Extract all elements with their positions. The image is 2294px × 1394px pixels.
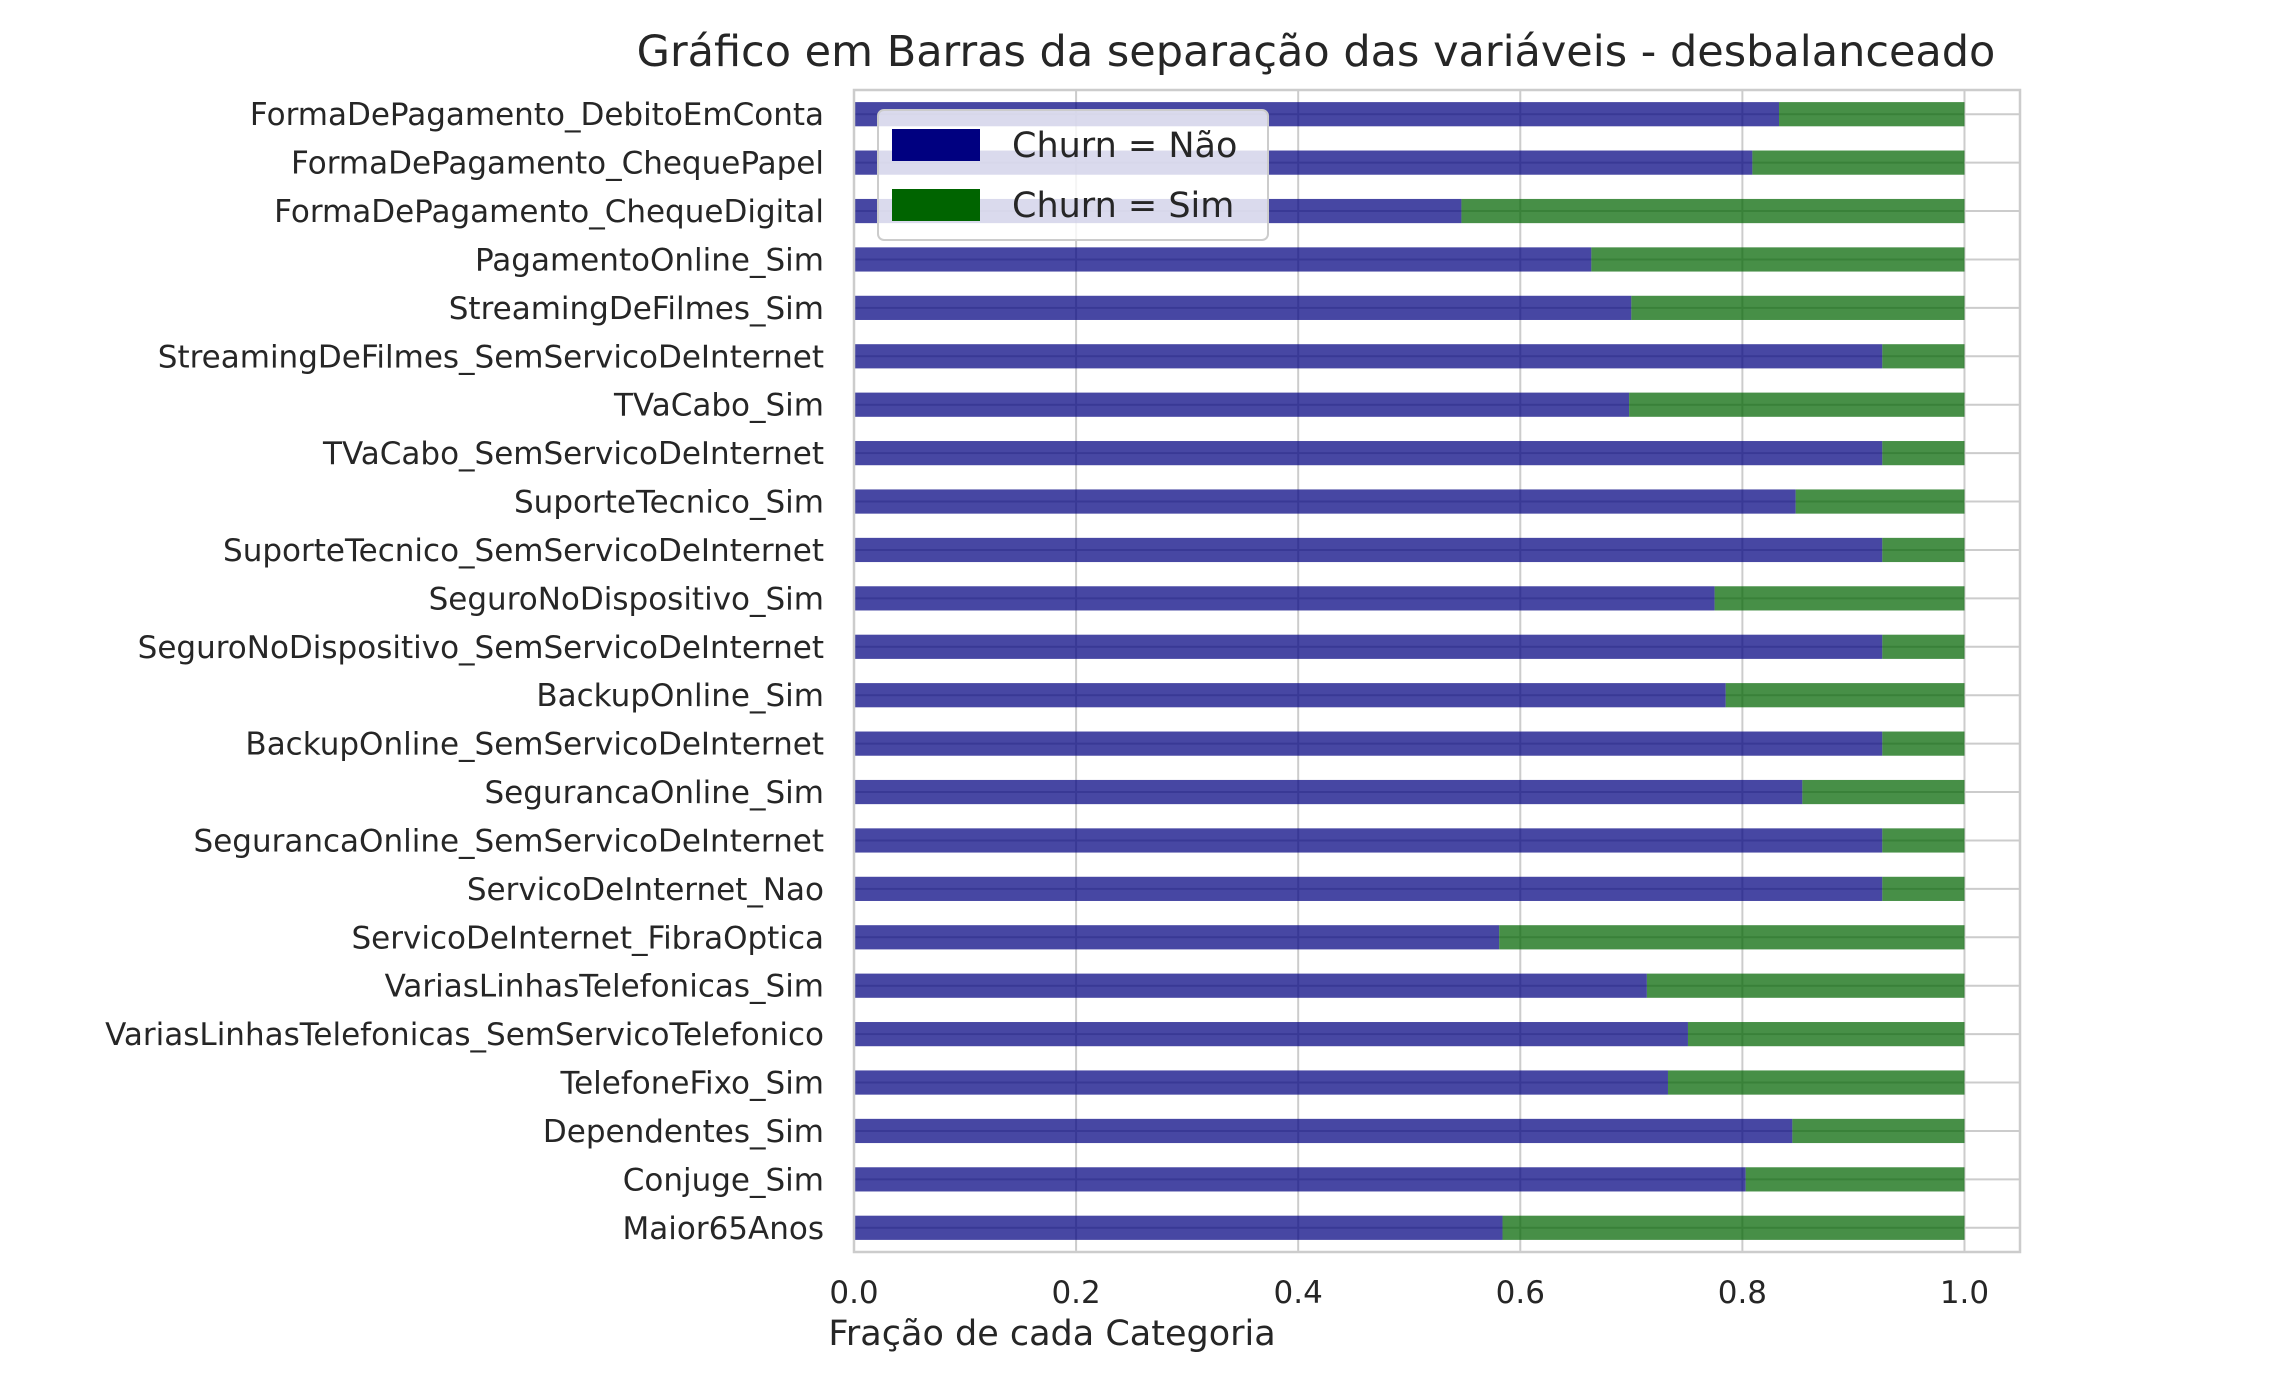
bar-churn-sim [1502,1215,1965,1240]
category-label: SuporteTecnico_SemServicoDeInternet [223,533,824,569]
bar-churn-nao [854,489,1796,514]
category-label: FormaDePagamento_ChequeDigital [274,194,824,230]
chart-title: Gráfico em Barras da separação das variá… [637,27,1996,77]
bar-churn-sim [1882,828,1965,853]
category-label: TelefoneFixo_Sim [559,1066,824,1102]
bar-churn-sim [1461,198,1965,224]
bar-churn-nao [854,876,1883,901]
bar-churn-sim [1802,779,1965,805]
x-axis-title: Fração de cada Categoria [828,1314,1275,1354]
bar-churn-nao [854,247,1592,272]
category-label: SuporteTecnico_Sim [514,485,824,521]
bar-churn-sim [1752,150,1965,175]
bar-churn-sim [1499,925,1965,950]
plot-frame [852,88,2022,1254]
bar-churn-nao [854,586,1715,611]
category-label: StreamingDeFilmes_SemServicoDeInternet [158,339,824,375]
bar-churn-sim [1745,1167,1965,1192]
legend: Churn = Não Churn = Sim [877,109,1269,241]
category-label: ServicoDeInternet_FibraOptica [352,920,825,956]
category-label: StreamingDeFilmes_Sim [449,291,824,327]
bar-churn-nao [854,1022,1688,1047]
bar-churn-sim [1779,102,1965,127]
category-label: PagamentoOnline_Sim [475,242,824,278]
bar-churn-sim [1725,683,1965,708]
category-label: FormaDePagamento_ChequePapel [291,146,824,182]
bar-churn-nao [854,344,1883,369]
bar-churn-sim [1714,586,1965,611]
bar-churn-nao [854,683,1726,708]
legend-swatch [892,189,980,221]
category-label: Dependentes_Sim [543,1114,824,1150]
x-tick-label: 1.0 [1940,1275,1989,1311]
bar-churn-sim [1882,344,1965,369]
category-label: SegurancaOnline_SemServicoDeInternet [194,823,824,859]
bar-churn-nao [854,295,1632,320]
category-label: TVaCabo_Sim [613,388,824,424]
bar-churn-nao [854,441,1883,466]
legend-swatch [892,129,980,161]
x-tick-label: 0.4 [1274,1275,1323,1311]
bars-group [854,102,1965,1240]
category-label: SeguroNoDispositivo_SemServicoDeInternet [138,630,824,666]
category-label: VariasLinhasTelefonicas_Sim [385,969,824,1005]
bar-churn-nao [854,1215,1503,1240]
bar-churn-sim [1646,973,1965,998]
x-tick-labels: 0.0 0.2 0.4 0.6 0.8 1.0 [829,1275,1989,1311]
category-labels: FormaDePagamento_DebitoEmConta FormaDePag… [105,97,824,1247]
x-tick-label: 0.0 [829,1275,878,1311]
category-label: BackupOnline_Sim [536,678,824,714]
category-label: BackupOnline_SemServicoDeInternet [245,727,824,763]
x-tick-label: 0.2 [1051,1275,1100,1311]
bar-churn-nao [854,779,1803,805]
bar-churn-nao [854,828,1883,853]
bar-churn-nao [854,1070,1668,1095]
category-label: Conjuge_Sim [623,1162,824,1198]
bar-churn-sim [1882,537,1965,563]
bar-churn-nao [854,925,1500,950]
category-label: Maior65Anos [623,1211,825,1247]
bar-churn-sim [1792,1118,1965,1144]
category-label: VariasLinhasTelefonicas_SemServicoTelefo… [105,1017,824,1053]
category-label: SegurancaOnline_Sim [485,775,825,811]
category-label: SeguroNoDispositivo_Sim [429,581,824,617]
bar-churn-nao [854,392,1630,417]
bar-churn-sim [1882,731,1965,756]
bar-churn-sim [1882,634,1965,659]
x-tick-label: 0.8 [1718,1275,1767,1311]
bar-churn-sim [1687,1022,1965,1047]
bar-churn-sim [1591,247,1965,272]
bar-churn-sim [1667,1070,1965,1095]
category-label: TVaCabo_SemServicoDeInternet [322,436,824,472]
x-tick-label: 0.6 [1496,1275,1545,1311]
bar-churn-sim [1882,441,1965,466]
bar-churn-sim [1629,392,1965,417]
category-label: FormaDePagamento_DebitoEmConta [250,97,824,133]
bar-churn-nao [854,973,1647,998]
legend-label: Churn = Não [1012,126,1237,166]
bar-churn-sim [1631,295,1965,320]
bar-churn-sim [1795,489,1965,514]
bar-churn-nao [854,634,1883,659]
bar-churn-nao [854,1167,1746,1192]
legend-label: Churn = Sim [1012,186,1234,226]
bar-churn-sim [1882,876,1965,901]
bar-churn-nao [854,1118,1793,1144]
category-label: ServicoDeInternet_Nao [467,872,824,908]
bar-churn-nao [854,731,1883,756]
bar-churn-nao [854,537,1883,563]
